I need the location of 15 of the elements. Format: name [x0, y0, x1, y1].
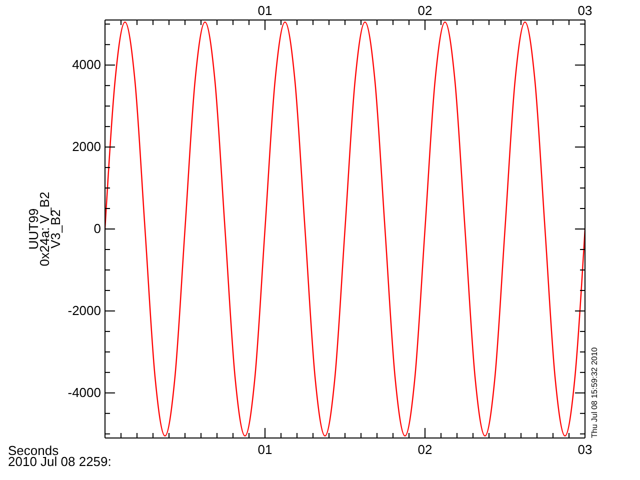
x-tick-label: 03 — [578, 3, 592, 18]
y-tick-label: -4000 — [68, 384, 101, 400]
y-tick-label: 0 — [94, 221, 101, 236]
y-tick-label: 2000 — [72, 139, 101, 154]
x2-tick-label: 01 — [258, 442, 272, 457]
y-tick-label: 4000 — [72, 57, 101, 72]
x2-tick-label: 02 — [418, 442, 432, 457]
y-axis-title: UUT99 0x24a: V_B2 V3_B2 — [26, 192, 63, 266]
line-series — [105, 21, 585, 437]
x2-tick-label: 03 — [578, 442, 592, 457]
y-tick-label: -2000 — [68, 302, 101, 318]
x-tick-label: 02 — [418, 3, 432, 18]
x-tick-label: 01 — [258, 3, 272, 18]
x-axis-title: Seconds 2010 Jul 08 2259: — [8, 443, 112, 469]
text: Thu Jul 08 15:59:32 2010 — [590, 346, 599, 438]
